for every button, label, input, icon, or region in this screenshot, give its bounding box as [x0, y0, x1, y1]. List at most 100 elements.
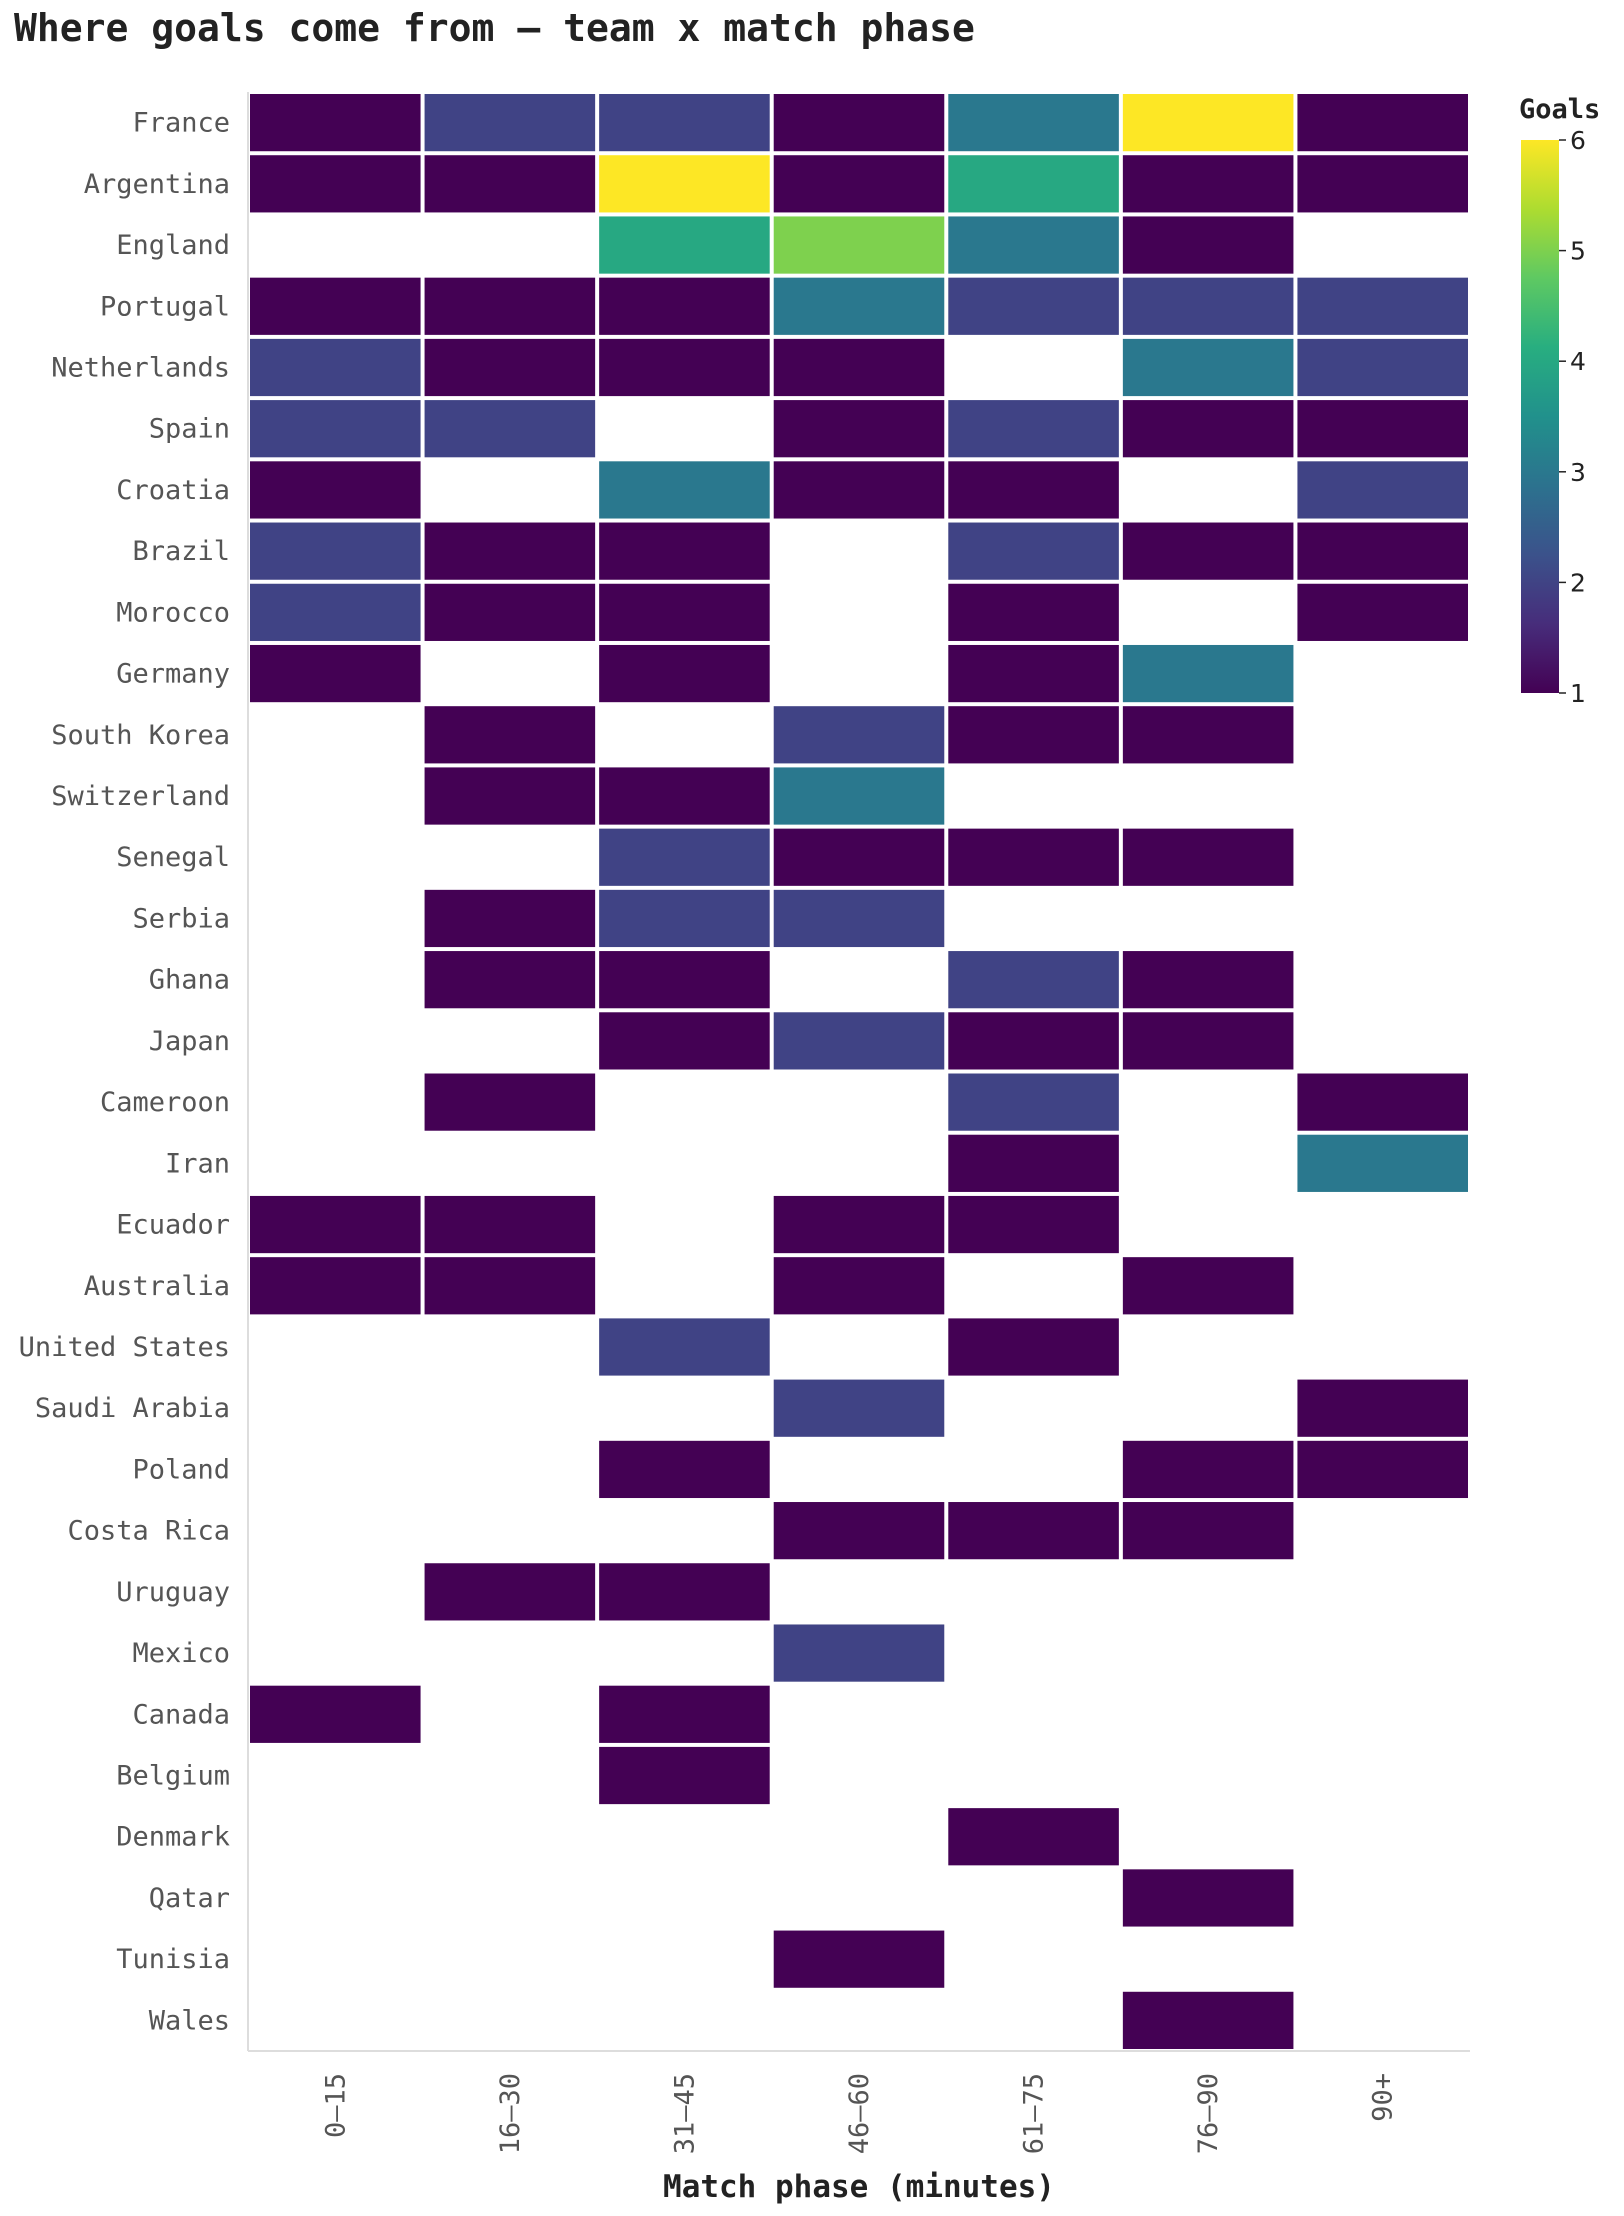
- heatmap-cell: [773, 1379, 945, 1437]
- heatmap-cell: [599, 1440, 770, 1499]
- heatmap-cell: [599, 767, 770, 825]
- heatmap-cell: [948, 1808, 1119, 1866]
- heatmap-cell: [773, 1195, 945, 1254]
- heatmap-cell: [773, 1930, 945, 1988]
- row-label: Tunisia: [116, 1944, 230, 1975]
- heatmap-cell: [599, 277, 770, 335]
- heatmap-cell: [948, 1195, 1119, 1254]
- legend-tick-label: 4: [1570, 347, 1586, 376]
- legend-tick-label: 3: [1570, 458, 1586, 487]
- column-label: 76–90: [1193, 2073, 1224, 2154]
- heatmap-cell: [424, 522, 596, 580]
- heatmap-cell: [1122, 94, 1294, 152]
- heatmap-cell: [250, 522, 421, 580]
- heatmap-cell: [1122, 1440, 1294, 1499]
- heatmap-cell: [424, 338, 596, 397]
- row-label: South Korea: [51, 720, 230, 751]
- heatmap-cell: [1297, 583, 1468, 641]
- row-label: Portugal: [100, 291, 230, 322]
- heatmap-cell: [1122, 400, 1294, 458]
- heatmap-cell: [948, 951, 1119, 1009]
- row-label: Ghana: [149, 965, 230, 996]
- legend-tick-label: 2: [1570, 568, 1586, 597]
- heatmap-cell: [250, 338, 421, 397]
- heatmap-cell: [1297, 1440, 1468, 1499]
- heatmap-cell: [1297, 338, 1468, 397]
- row-label: Poland: [132, 1454, 230, 1485]
- heatmap-cell: [599, 583, 770, 641]
- heatmap-cell: [599, 1012, 770, 1070]
- heatmap-cell: [773, 828, 945, 886]
- heatmap-cell: [424, 767, 596, 825]
- heatmap-cell: [773, 216, 945, 274]
- heatmap-cell: [1122, 951, 1294, 1009]
- heatmap-cell: [250, 461, 421, 519]
- heatmap-cell: [948, 461, 1119, 519]
- heatmap-cell: [1122, 706, 1294, 764]
- heatmap-cells: [250, 94, 1468, 2049]
- heatmap-cell: [424, 706, 596, 764]
- column-labels: 0–15 16–30 31–45 46–60 61–75 76–90 90+: [320, 2073, 1398, 2154]
- heatmap-cell: [1122, 1502, 1294, 1560]
- heatmap-cell: [1122, 155, 1294, 213]
- heatmap-cell: [948, 1134, 1119, 1192]
- row-label: France: [132, 108, 230, 139]
- row-label: Ecuador: [116, 1210, 230, 1241]
- row-label: Belgium: [116, 1761, 230, 1792]
- legend-colorbar: [1521, 140, 1559, 693]
- heatmap-cell: [599, 155, 770, 213]
- column-label: 61–75: [1019, 2073, 1050, 2154]
- column-label: 46–60: [844, 2073, 875, 2154]
- heatmap-cell: [424, 94, 596, 152]
- heatmap-cell: [773, 706, 945, 764]
- heatmap-cell: [599, 1685, 770, 1743]
- heatmap-cell: [424, 1257, 596, 1315]
- row-label: Croatia: [116, 475, 230, 506]
- heatmap-cell: [1122, 522, 1294, 580]
- heatmap-cell: [599, 522, 770, 580]
- chart-title: Where goals come from — team x match pha…: [14, 6, 975, 50]
- heatmap-cell: [948, 706, 1119, 764]
- heatmap-cell: [424, 1563, 596, 1621]
- heatmap-cell: [599, 1563, 770, 1621]
- row-label: Germany: [116, 659, 230, 690]
- row-label: Cameroon: [100, 1087, 230, 1118]
- heatmap-cell: [250, 583, 421, 641]
- row-label: Spain: [149, 414, 230, 445]
- heatmap-cell: [1122, 828, 1294, 886]
- heatmap-cell: [773, 338, 945, 397]
- heatmap-cell: [948, 216, 1119, 274]
- heatmap-cell: [773, 461, 945, 519]
- heatmap-cell: [599, 94, 770, 152]
- heatmap-cell: [250, 277, 421, 335]
- column-label: 16–30: [495, 2073, 526, 2154]
- heatmap-cell: [1297, 1073, 1468, 1131]
- heatmap-cell: [948, 400, 1119, 458]
- heatmap-cell: [250, 155, 421, 213]
- row-label: England: [116, 230, 230, 261]
- heatmap-cell: [1297, 94, 1468, 152]
- heatmap-cell: [1297, 1379, 1468, 1437]
- heatmap-cell: [599, 338, 770, 397]
- heatmap-cell: [250, 1257, 421, 1315]
- legend-tick-label: 5: [1570, 237, 1586, 266]
- heatmap-cell: [424, 400, 596, 458]
- heatmap-cell: [1122, 1869, 1294, 1927]
- color-legend: Goals 1 2 3 4 5 6: [1519, 94, 1600, 708]
- row-label: Iran: [165, 1148, 230, 1179]
- heatmap-cell: [773, 767, 945, 825]
- heatmap-cell: [948, 522, 1119, 580]
- heatmap-cell: [948, 644, 1119, 703]
- row-label: Japan: [149, 1026, 230, 1057]
- row-label: Netherlands: [51, 352, 230, 383]
- heatmap-cell: [1122, 277, 1294, 335]
- row-label: United States: [19, 1332, 230, 1363]
- row-label: Brazil: [132, 536, 230, 567]
- heatmap-cell: [948, 583, 1119, 641]
- legend-title: Goals: [1519, 94, 1600, 125]
- row-label: Argentina: [84, 169, 230, 200]
- heatmap-cell: [948, 828, 1119, 886]
- row-label: Canada: [132, 1699, 230, 1730]
- heatmap-cell: [424, 277, 596, 335]
- row-label: Australia: [84, 1271, 230, 1302]
